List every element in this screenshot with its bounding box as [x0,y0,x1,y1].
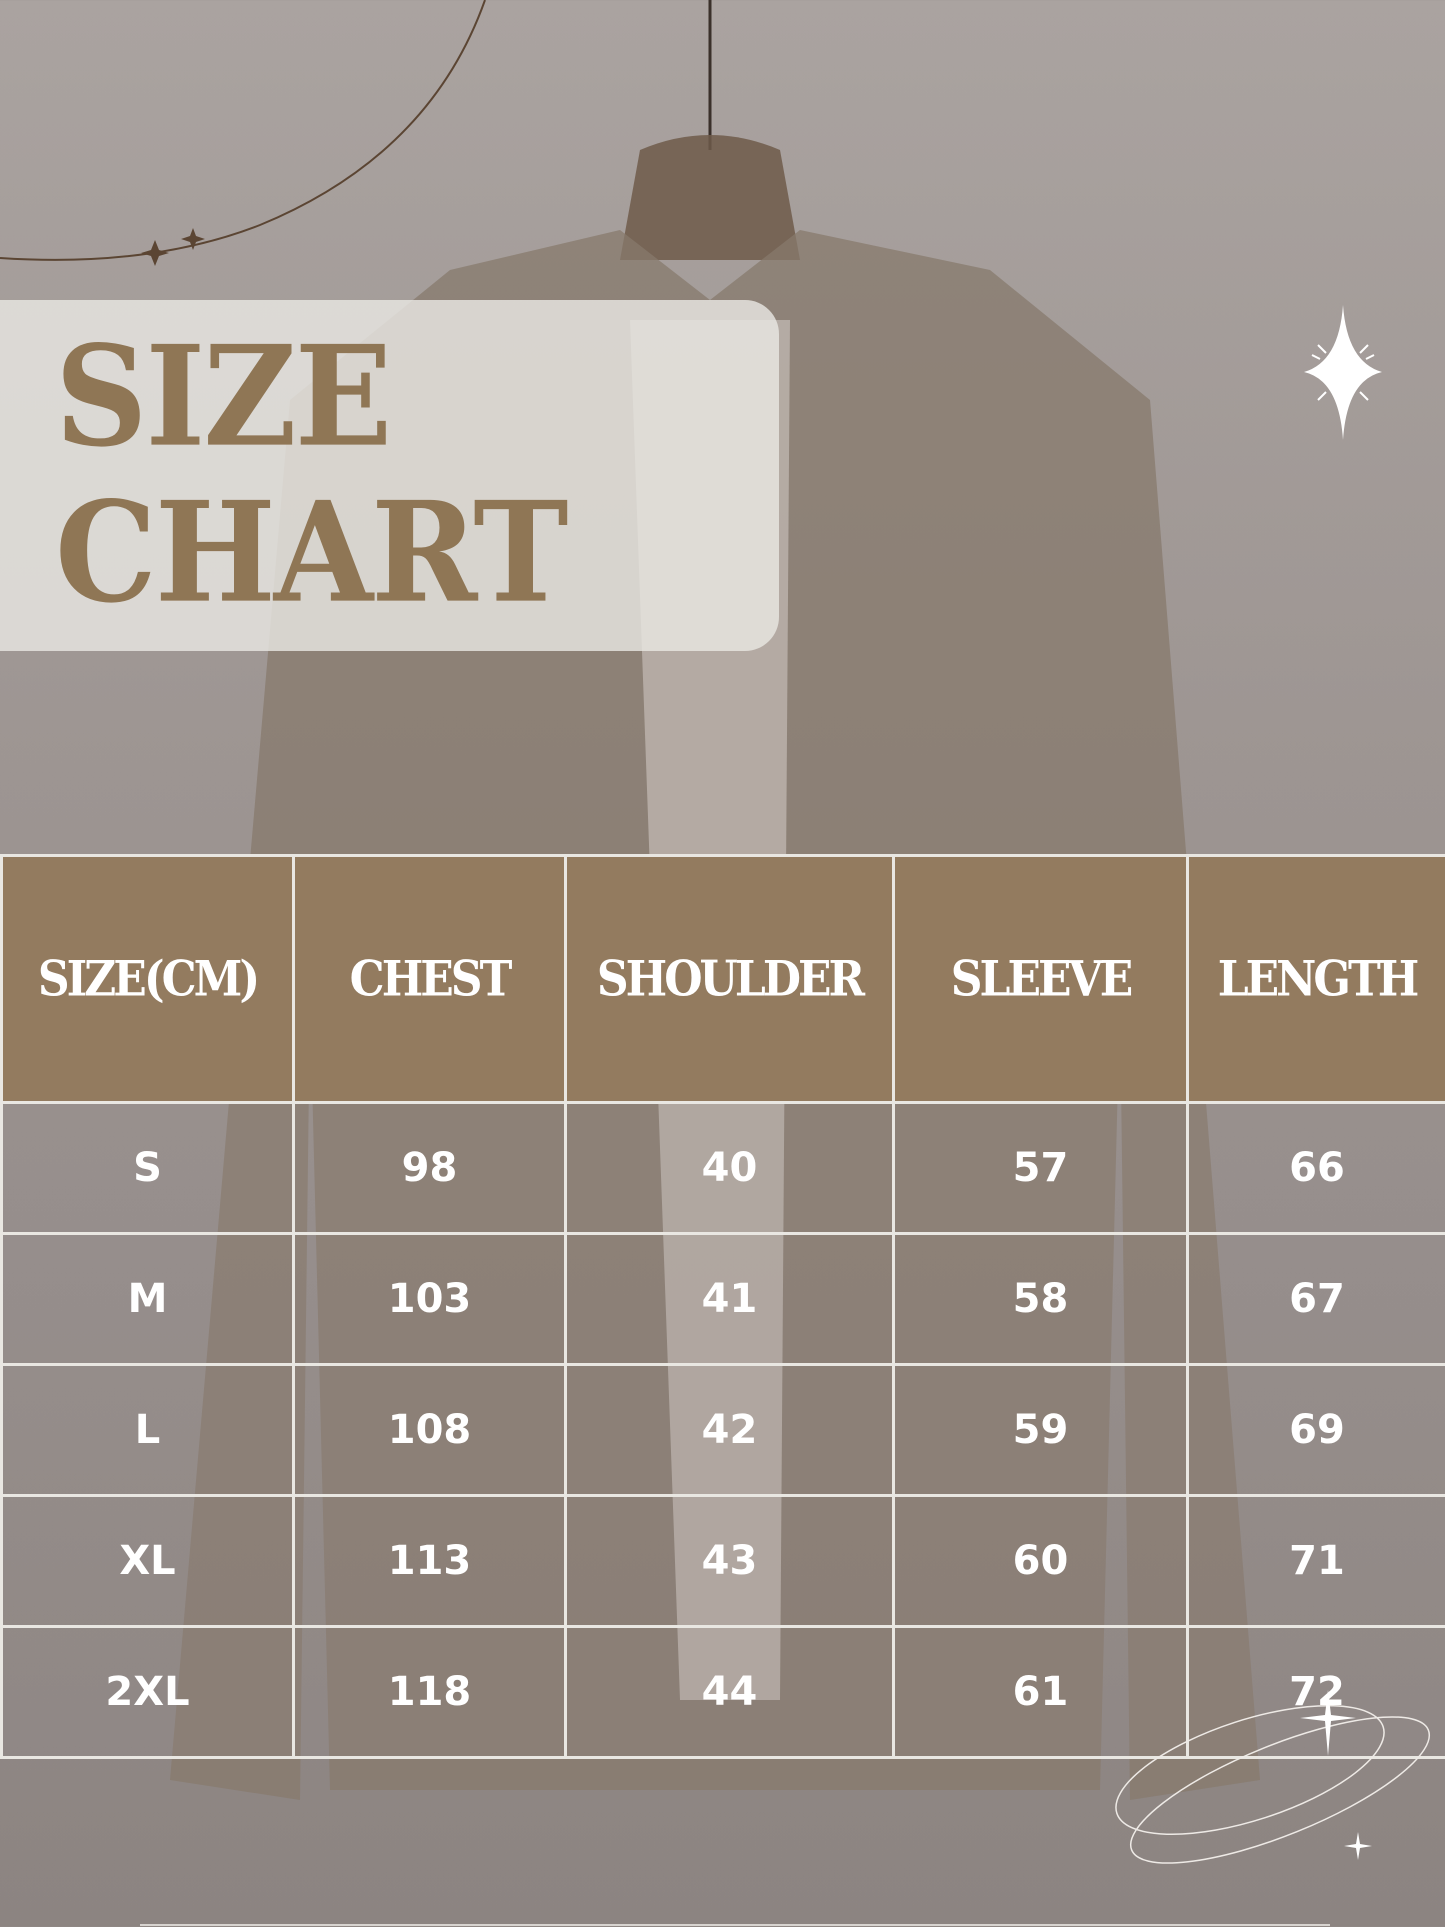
cell-sleeve: 61 [892,1625,1189,1759]
cell-length: 67 [1186,1232,1445,1366]
table-row: XL 113 43 60 71 [0,1494,1445,1628]
header-size: SIZE(CM) [0,854,295,1104]
cell-shoulder: 40 [564,1101,895,1235]
header-sleeve: SLEEVE [892,854,1189,1104]
cell-sleeve: 57 [892,1101,1189,1235]
header-chest: CHEST [292,854,567,1104]
cell-chest: 118 [292,1625,567,1759]
cell-chest: 113 [292,1494,567,1628]
cell-length: 69 [1186,1363,1445,1497]
table-header-row: SIZE(CM) CHEST SHOULDER SLEEVE LENGTH [0,854,1445,1104]
cell-length: 71 [1186,1494,1445,1628]
cell-length: 66 [1186,1101,1445,1235]
cell-size: M [0,1232,295,1366]
title-line-chart: CHART [55,472,568,635]
table-row: 2XL 118 44 61 72 [0,1625,1445,1759]
cell-sleeve: 60 [892,1494,1189,1628]
cell-size: S [0,1101,295,1235]
cell-shoulder: 43 [564,1494,895,1628]
cell-sleeve: 58 [892,1232,1189,1366]
cell-chest: 98 [292,1101,567,1235]
cell-shoulder: 41 [564,1232,895,1366]
cell-size: XL [0,1494,295,1628]
cell-chest: 103 [292,1232,567,1366]
cell-chest: 108 [292,1363,567,1497]
cell-size: 2XL [0,1625,295,1759]
cell-sleeve: 59 [892,1363,1189,1497]
table-row: S 98 40 57 66 [0,1101,1445,1235]
table-row: L 108 42 59 69 [0,1363,1445,1497]
table-row: M 103 41 58 67 [0,1232,1445,1366]
size-table: SIZE(CM) CHEST SHOULDER SLEEVE LENGTH S … [0,854,1445,1759]
cell-size: L [0,1363,295,1497]
cell-shoulder: 44 [564,1625,895,1759]
title-panel [0,300,779,651]
header-length: LENGTH [1186,854,1445,1104]
title-line-size: SIZE [55,316,392,479]
cell-shoulder: 42 [564,1363,895,1497]
cell-length: 72 [1186,1625,1445,1759]
header-shoulder: SHOULDER [564,854,895,1104]
